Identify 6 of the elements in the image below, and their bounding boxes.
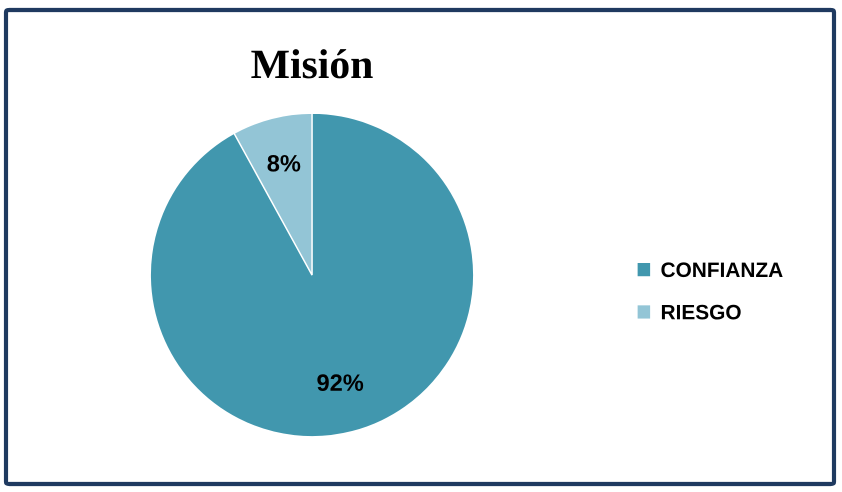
legend-label: CONFIANZA xyxy=(661,262,783,278)
data-label: 8% xyxy=(268,154,300,172)
chart-title: Misión xyxy=(251,49,373,78)
legend-label: RIESGO xyxy=(662,304,741,320)
pie-slice xyxy=(150,112,474,438)
data-label: 92% xyxy=(317,374,364,392)
